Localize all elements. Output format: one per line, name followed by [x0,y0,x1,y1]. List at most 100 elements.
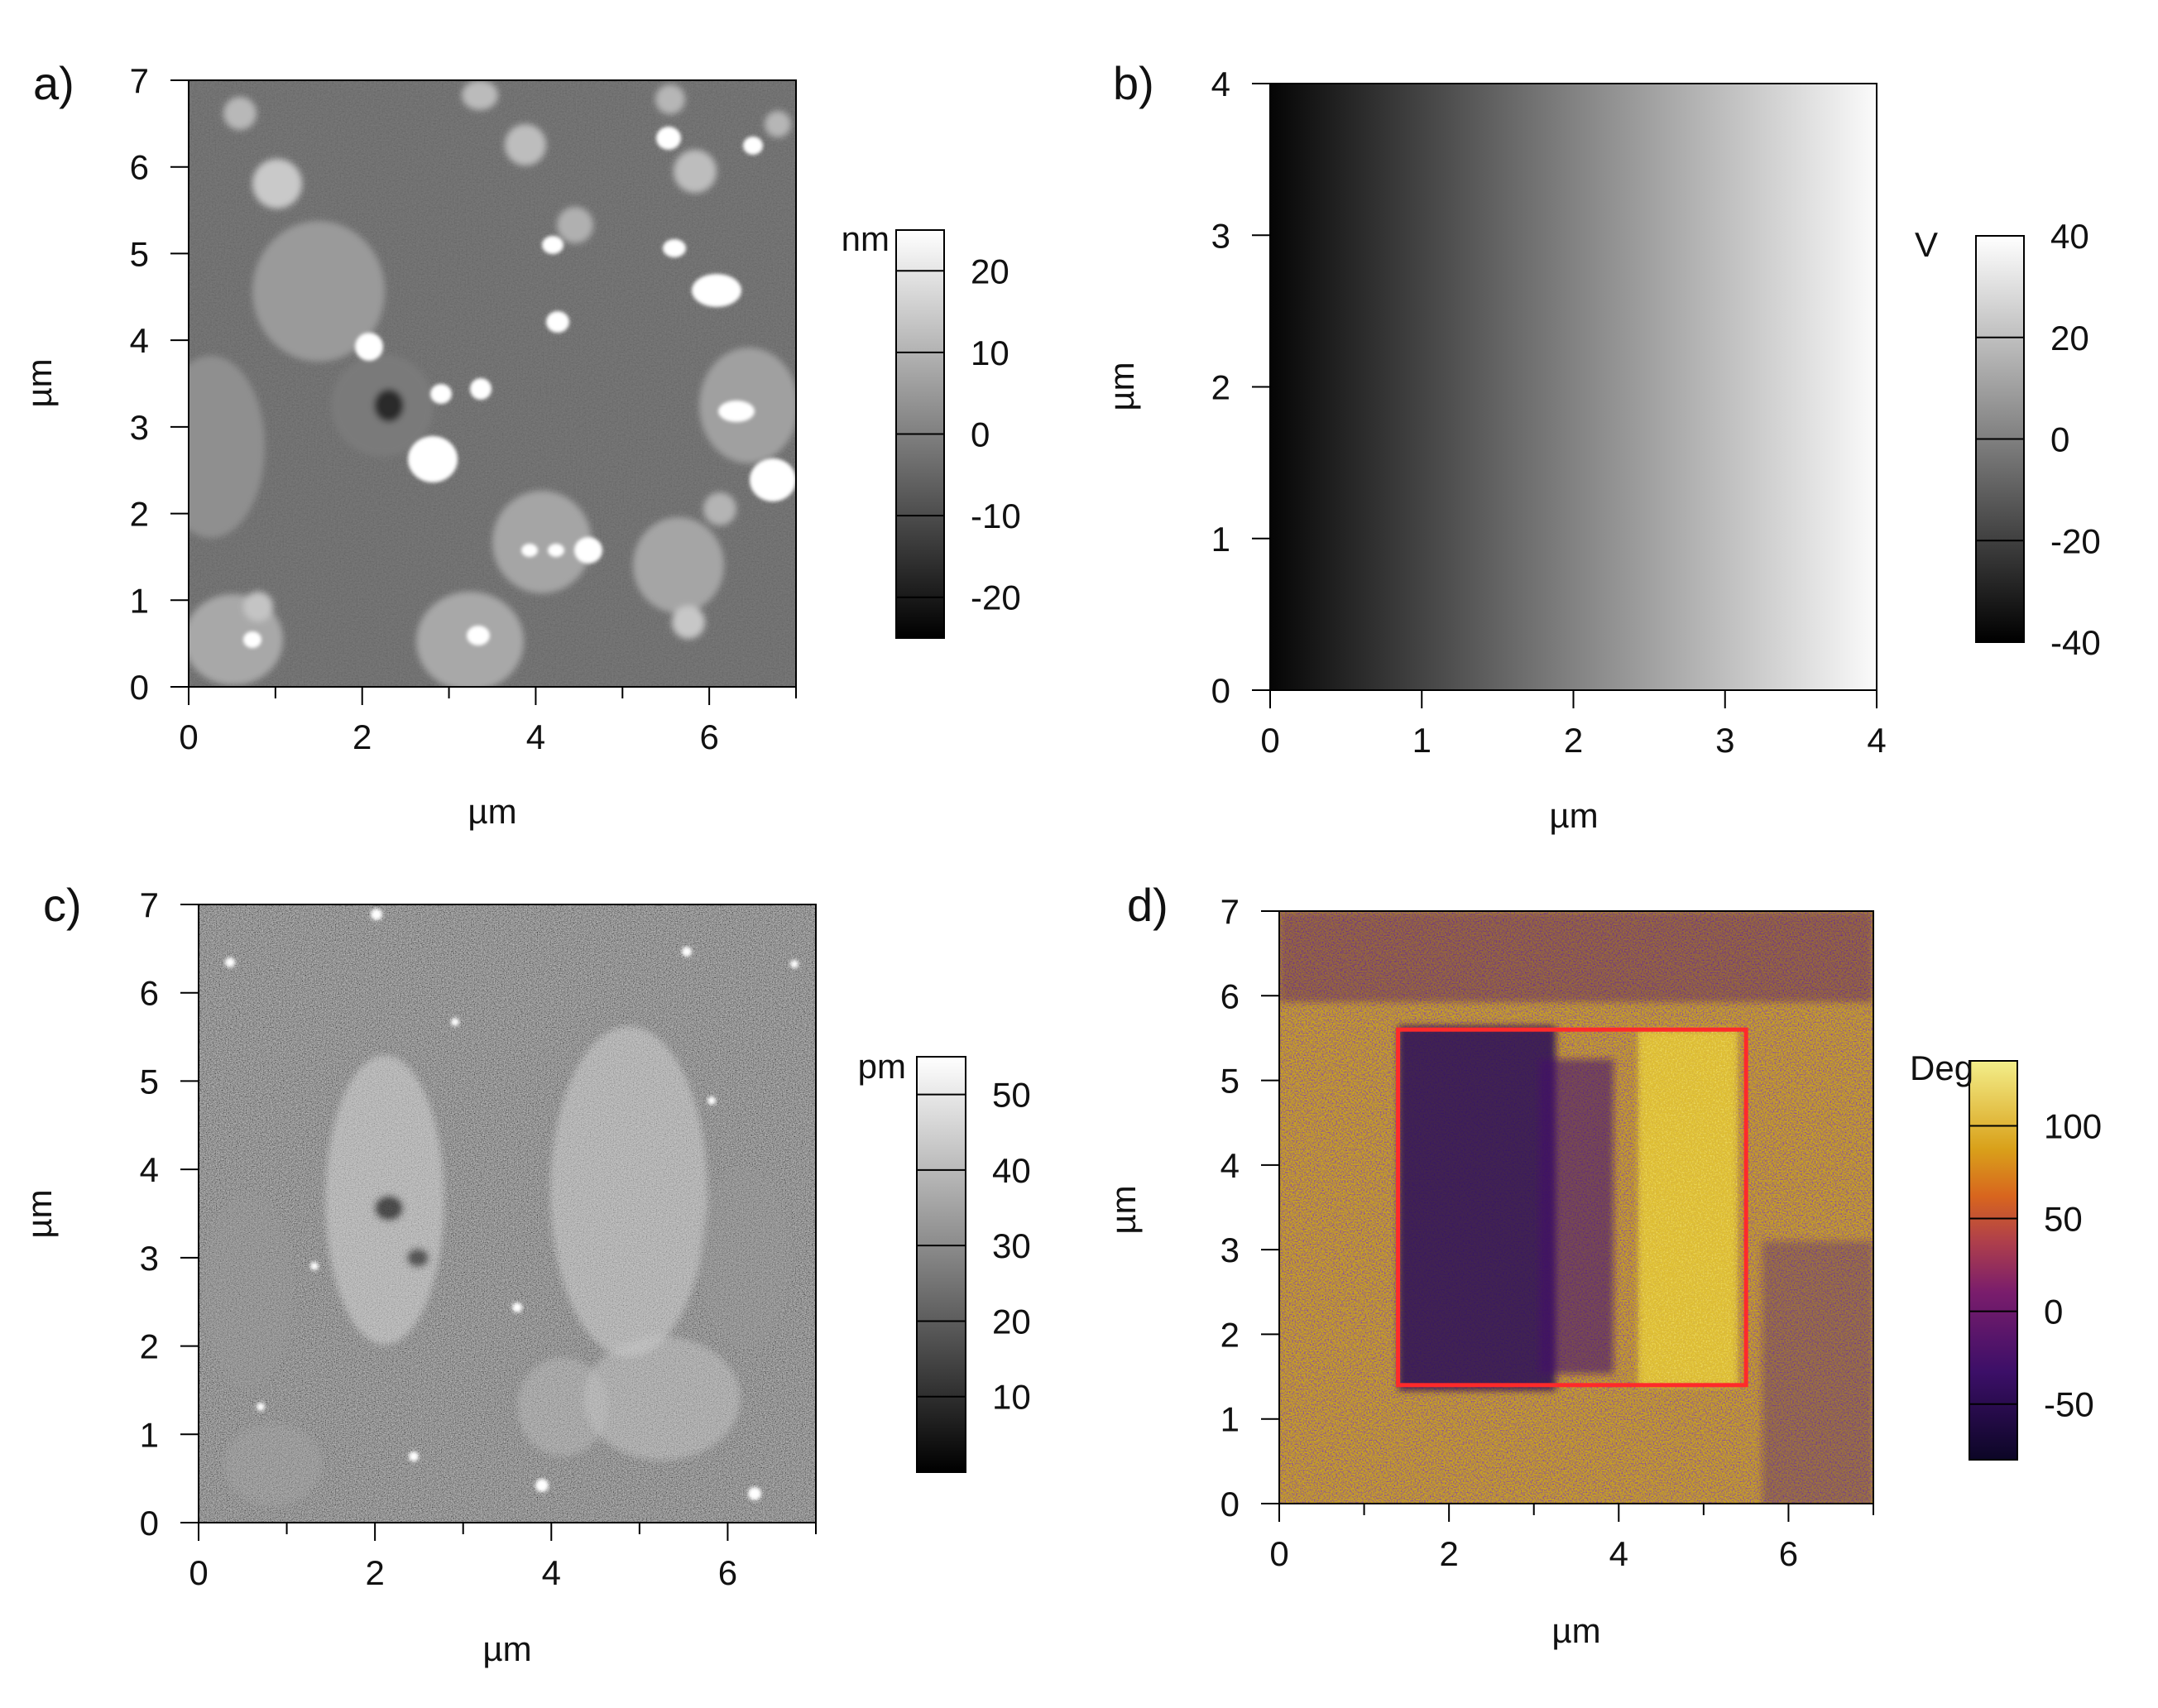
panel-b-colorbar-tick-label: -40 [2050,623,2101,662]
panel-a-y-tick-label: 0 [130,668,149,707]
panel-b-x-tick-label: 3 [1715,721,1734,760]
panel-a-x-tick-label: 4 [526,717,545,756]
panel-c-x-tick-label: 4 [542,1553,561,1592]
panel-b-colorbar-tick-label: -20 [2050,521,2101,560]
panel-d-label: d) [1127,879,1168,931]
panel-a-y-tick-label: 3 [130,408,149,447]
panel-c-y-tick-label: 7 [140,885,159,924]
panel-a-image [189,80,796,687]
panel-c-y-tick-label: 0 [140,1504,159,1542]
panel-d-highlight-box [1396,1027,1748,1388]
panel-c-colorbar-tick-label: 30 [992,1226,1031,1265]
panel-d-frame [1278,910,1874,1504]
panel-d-highlight-rect [1396,1027,1748,1388]
panel-a-label: a) [33,57,74,109]
panel-b-x-tick-label: 0 [1260,721,1279,760]
panel-a-colorbar-unit: nm [842,219,890,258]
panel-a-x-tick-label: 6 [699,717,718,756]
panel-a-ylabel: µm [20,358,59,407]
panel-b-colorbar: 40 20 0 -20 -40 V [1915,217,2101,662]
panel-d-y-tick-label: 7 [1220,892,1240,931]
panel-a-colorbar-tick-label: -10 [971,497,1021,535]
panel-d: d) 0 2 4 6 0 1 2 3 4 5 6 7 µm µm 100 50 0 -50 Deg [1104,879,2102,1650]
panel-a-frame [188,79,797,688]
panel-b-colorbar-tick-label: 20 [2050,319,2089,357]
panel-c-y-tick-label: 5 [140,1062,159,1101]
panel-b-x-tick-label: 2 [1564,721,1583,760]
panel-b-label: b) [1113,57,1154,109]
panel-a-colorbar: 20 10 0 -10 -20 nm [842,219,1021,639]
panel-c-colorbar-tick-label: 50 [992,1076,1031,1115]
panel-d-y-tick-label: 3 [1220,1231,1240,1269]
panel-a-colorbar-tick-label: 20 [971,252,1009,290]
panel-c-y-tick-label: 3 [140,1239,159,1278]
panel-c-colorbar-tick-label: 40 [992,1151,1031,1190]
panel-b-y-tick-label: 3 [1211,216,1230,255]
panel-c-axes: 0 2 4 6 0 1 2 3 4 5 6 7 [140,885,817,1592]
panel-a-x-tick-label: 0 [179,717,198,756]
panel-c-x-tick-label: 2 [365,1553,384,1592]
panel-b-ylabel: µm [1102,362,1141,410]
panel-a-y-tick-label: 5 [130,234,149,273]
panel-a-x-tick-label: 2 [352,717,372,756]
panel-d-y-tick-label: 1 [1220,1400,1240,1439]
panel-a-axes: 0 2 4 6 0 1 2 3 4 5 6 7 [130,61,797,756]
panel-b-x-tick-label: 1 [1412,721,1431,760]
panel-b-y-tick-label: 0 [1211,671,1230,710]
panel-d-y-tick-label: 4 [1220,1146,1240,1185]
panel-c-x-tick-label: 6 [718,1553,737,1592]
panel-d-y-tick-label: 0 [1220,1485,1240,1523]
panel-d-colorbar-unit: Deg [1910,1048,1973,1087]
panel-c-y-tick-label: 1 [140,1415,159,1454]
panel-d-x-tick-label: 6 [1779,1534,1798,1573]
panel-d-y-tick-label: 2 [1220,1315,1240,1354]
panel-b-x-tick-label: 4 [1867,721,1886,760]
panel-c-xlabel: µm [482,1629,531,1668]
panel-a: a) [20,57,1021,831]
panel-d-x-tick-label: 4 [1609,1534,1628,1573]
panel-d-axes: 0 2 4 6 0 1 2 3 4 5 6 7 [1220,892,1874,1573]
panel-c-x-tick-label: 0 [189,1553,208,1592]
panel-b-image [1270,84,1877,690]
panel-a-y-tick-label: 2 [130,495,149,534]
panel-d-colorbar-tick-label: -50 [2044,1385,2094,1424]
panel-a-colorbar-tick-label: 0 [971,415,990,454]
panel-d-image [1279,911,1873,1504]
panel-d-y-tick-label: 6 [1220,976,1240,1015]
panel-c: c) [20,879,1031,1668]
panel-d-x-tick-label: 2 [1439,1534,1458,1573]
panel-c-label: c) [43,879,82,931]
panel-a-colorbar-tick-label: 10 [971,333,1009,372]
panel-a-y-tick-label: 7 [130,61,149,100]
panel-c-image [199,904,816,1523]
panel-c-colorbar-tick-label: 10 [992,1378,1031,1417]
panel-a-y-tick-label: 4 [130,321,149,360]
panel-b-colorbar-tick-label: 40 [2050,217,2089,256]
panel-d-colorbar-tick-label: 50 [2044,1200,2083,1239]
panel-d-colorbar: 100 50 0 -50 Deg [1910,1048,2102,1461]
panel-a-colorbar-tick-label: -20 [971,578,1021,617]
panel-b-xlabel: µm [1549,796,1598,835]
panel-b-colorbar-tick-label: 0 [2050,420,2069,459]
panel-b-y-tick-label: 1 [1211,520,1230,559]
panel-a-y-tick-label: 6 [130,148,149,187]
panel-c-ylabel: µm [20,1189,59,1238]
panel-c-colorbar-tick-label: 20 [992,1302,1031,1341]
panel-a-xlabel: µm [468,792,516,831]
panel-b-y-tick-label: 2 [1211,368,1230,407]
panel-d-colorbar-tick-label: 0 [2044,1293,2063,1331]
panel-c-y-tick-label: 4 [140,1150,159,1189]
panel-d-colorbar-tick-label: 100 [2044,1106,2102,1145]
panel-b-colorbar-unit: V [1915,225,1938,264]
panel-c-colorbar: 50 40 30 20 10 pm [858,1047,1031,1473]
panel-b-axes: 0 1 2 3 4 0 1 2 3 4 [1211,65,1887,760]
panel-c-colorbar-unit: pm [858,1047,906,1086]
panel-b-y-tick-label: 4 [1211,65,1230,103]
panel-d-x-tick-label: 0 [1269,1534,1288,1573]
panel-c-frame [198,904,817,1523]
panel-d-y-tick-label: 5 [1220,1062,1240,1101]
panel-d-xlabel: µm [1551,1611,1600,1650]
panel-d-ylabel: µm [1104,1185,1143,1234]
panel-c-y-tick-label: 2 [140,1327,159,1366]
